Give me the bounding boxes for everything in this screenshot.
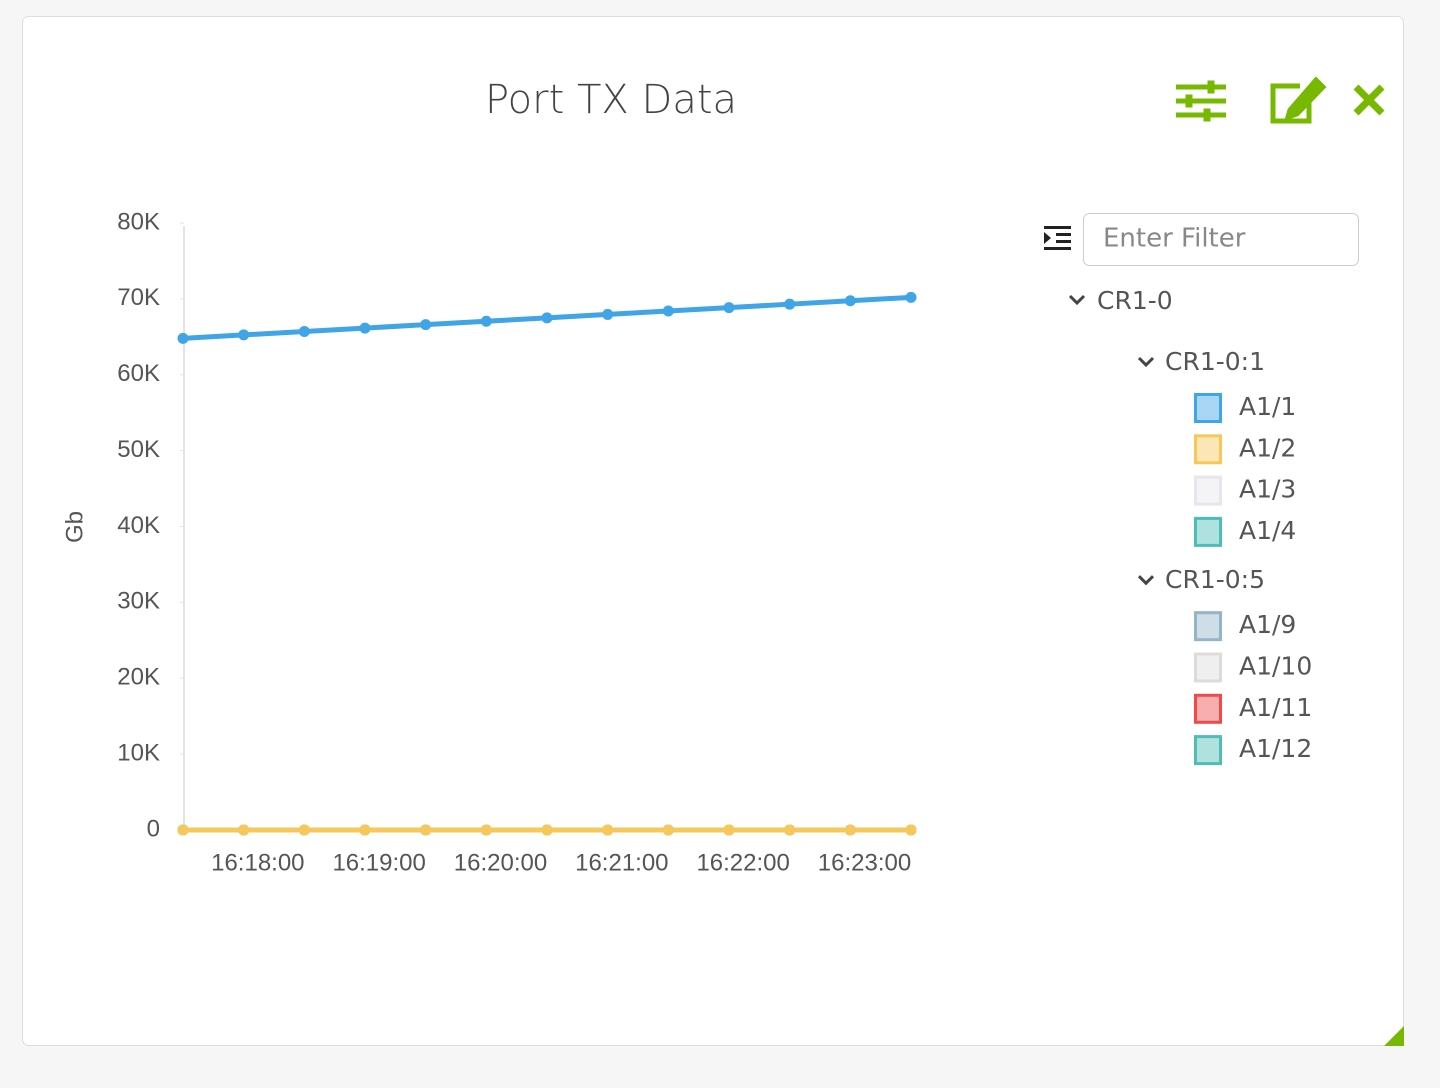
series [177,291,917,344]
settings-icon[interactable] [1176,80,1226,122]
filter-placeholder: Enter Filter [1103,224,1246,254]
legend-swatch[interactable] [1194,652,1222,683]
resize-handle[interactable] [1384,1026,1404,1046]
data-point [844,295,856,307]
data-point [784,824,796,836]
legend-swatch[interactable] [1194,516,1222,547]
data-point [662,305,674,317]
data-point [298,824,310,836]
panel [22,16,1404,1046]
legend-swatch[interactable] [1194,393,1222,423]
data-point [844,824,856,836]
y-tick-label: 80K [117,208,160,235]
tree-group[interactable]: CR1-0:1 [1165,347,1265,376]
legend-swatch[interactable] [1194,735,1222,766]
legend-label[interactable]: A1/11 [1239,693,1312,722]
y-tick-label: 50K [117,436,160,463]
chevron[interactable] [1068,294,1086,306]
x-tick-label: 16:22:00 [696,849,789,876]
data-point [480,824,492,836]
y-tick-label: 0 [147,815,160,842]
legend-label[interactable]: A1/2 [1239,433,1296,462]
data-point [541,824,553,836]
data-point [238,329,250,341]
legend-label[interactable]: A1/3 [1239,475,1296,504]
data-point [723,302,735,314]
y-tick-label: 60K [117,360,160,387]
data-point [177,824,189,836]
filter-input[interactable] [1083,213,1359,266]
data-point [359,322,371,334]
legend-swatch[interactable] [1194,475,1222,506]
legend-swatch[interactable] [1194,693,1222,724]
legend-label[interactable]: A1/9 [1239,610,1296,639]
legend-label[interactable]: A1/10 [1239,652,1312,681]
x-tick-label: 16:19:00 [332,849,425,876]
chart-title: Port TX Data [485,77,737,123]
filter-icon[interactable] [1044,226,1071,250]
chevron[interactable] [1137,356,1155,368]
x-tick-label: 16:23:00 [818,849,911,876]
edit-icon[interactable] [1270,76,1327,124]
y-tick-label: 30K [117,588,160,615]
y-axis-label: Gb [61,511,88,543]
data-point [905,291,917,303]
legend-label[interactable]: A1/1 [1239,392,1296,421]
x-tick-label: 16:18:00 [211,849,304,876]
data-point [723,824,735,836]
chevron[interactable] [1137,575,1155,586]
data-point [602,824,614,836]
x-tick-label: 16:21:00 [575,849,668,876]
data-point [662,824,674,836]
data-point [238,824,250,836]
y-tick-label: 10K [117,739,160,766]
data-point [784,298,796,310]
data-point [177,332,189,344]
y-tick-label: 20K [117,664,160,691]
data-point [298,326,310,338]
data-point [359,824,371,836]
series [177,824,917,836]
legend-label[interactable]: A1/12 [1239,734,1312,763]
y-tick-label: 70K [117,284,160,311]
legend-label[interactable]: A1/4 [1239,516,1296,545]
tree-root[interactable]: CR1-0 [1097,286,1173,315]
data-point [602,308,614,320]
legend-swatch[interactable] [1194,434,1222,465]
data-point [420,319,432,331]
data-point [420,824,432,836]
x-tick-label: 16:20:00 [454,849,547,876]
y-tick-label: 40K [117,512,160,539]
data-point [541,312,553,324]
data-point [905,824,917,836]
data-point [480,315,492,327]
tree-group[interactable]: CR1-0:5 [1165,565,1265,594]
close-icon[interactable] [1353,84,1385,116]
legend-swatch[interactable] [1194,611,1222,642]
